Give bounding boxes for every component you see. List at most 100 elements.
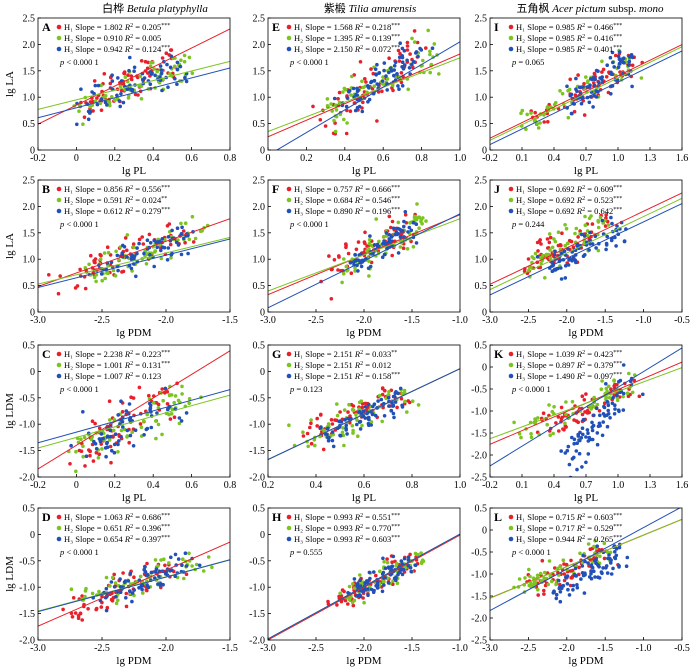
point-K-h2 <box>625 391 630 396</box>
point-E-h2 <box>428 49 432 54</box>
point-E-h3 <box>410 62 414 67</box>
x-axis-label: lg PL <box>574 165 598 177</box>
point-B-h2 <box>100 278 104 283</box>
point-K-h3 <box>600 433 605 438</box>
fit-line-C-h3 <box>38 389 230 444</box>
point-K-h2 <box>519 435 523 440</box>
point-H-h2 <box>419 561 424 565</box>
ytick-label: 1.0 <box>253 93 266 104</box>
point-I-h3 <box>574 76 578 81</box>
point-J-h2 <box>548 248 552 252</box>
point-E-h3 <box>400 55 405 60</box>
point-I-h3 <box>617 61 622 66</box>
point-H-h3 <box>382 583 386 587</box>
point-J-h1 <box>539 242 543 246</box>
point-C-h2 <box>152 401 156 405</box>
point-F-h1 <box>389 225 393 230</box>
point-G-h2 <box>403 399 407 404</box>
point-I-h3 <box>569 111 574 116</box>
point-K-h1 <box>576 420 580 425</box>
point-D-h1 <box>132 575 136 579</box>
point-D-h2 <box>190 564 194 568</box>
panel-letter: L <box>494 510 502 524</box>
point-G-h1 <box>315 416 320 421</box>
panel-G: 0.2 0.4 0.6 0.8 1.0 -2.0 -1.5 -1.0 -0.5 0 0.5 lg PL… <box>249 341 466 505</box>
point-A-h2 <box>126 96 131 100</box>
legend-entry-h2: H₂ Slope = 0.684 R2 = 0.546*** <box>294 195 400 205</box>
point-C-h3 <box>163 386 168 391</box>
point-A-h1 <box>108 81 113 86</box>
point-D-h3 <box>149 570 154 575</box>
point-D-h3 <box>197 563 202 568</box>
ytick-label: 0 <box>260 367 265 378</box>
point-I-h3 <box>627 59 632 64</box>
point-H-h3 <box>375 583 380 587</box>
point-E-h1 <box>411 65 415 70</box>
point-G-h2 <box>354 412 358 417</box>
legend-entry-h1: H₁ Slope = 1.568 R2 = 0.218*** <box>294 22 400 32</box>
point-C-h3 <box>119 434 123 439</box>
point-D-h3 <box>128 571 133 576</box>
ytick-label: 1.0 <box>23 93 36 104</box>
point-A-h1 <box>169 48 174 52</box>
point-E-h3 <box>347 90 351 94</box>
point-K-h3 <box>586 452 591 456</box>
point-E-h3 <box>416 54 420 59</box>
point-L-h3 <box>565 582 570 586</box>
point-D-h3 <box>140 587 144 592</box>
legend-marker-h2 <box>286 35 292 41</box>
point-I-h3 <box>630 84 634 89</box>
point-F-h1 <box>344 242 348 246</box>
fit-line-D-h3 <box>38 559 230 613</box>
point-E-h3 <box>360 109 365 114</box>
ytick-label: -2.0 <box>471 451 487 462</box>
point-C-h2 <box>172 400 176 405</box>
point-K-h1 <box>632 378 637 383</box>
frame-B <box>37 179 231 313</box>
fit-line-I-h3 <box>490 50 682 146</box>
point-K-h1 <box>597 409 602 413</box>
point-A-h3 <box>130 89 135 93</box>
point-E-h3 <box>373 67 378 71</box>
point-G-h1 <box>309 421 313 426</box>
point-L-h1 <box>542 588 546 593</box>
panel-E: 0 0.2 0.4 0.6 0.8 1.0 0 0.5 1.0 1.5 2.0 2.5 lg PL E H₁… <box>253 14 467 178</box>
point-E-h1 <box>336 97 340 101</box>
point-E-h3 <box>344 104 349 109</box>
point-G-h2 <box>405 410 409 414</box>
point-A-h3 <box>148 82 153 86</box>
point-L-h1 <box>562 562 566 566</box>
point-E-h1 <box>399 80 404 85</box>
point-B-h1 <box>168 242 173 247</box>
point-E-h2 <box>381 75 385 79</box>
point-K-h3 <box>611 395 615 400</box>
point-E-h1 <box>358 60 363 64</box>
point-E-h3 <box>403 63 407 67</box>
xtick-label: -1.0 <box>452 643 468 654</box>
point-J-h3 <box>553 249 557 254</box>
point-I-h3 <box>609 72 614 76</box>
p-value: p < 0.000 1 <box>289 57 329 67</box>
point-J-h2 <box>550 245 555 250</box>
point-A-h2 <box>103 94 107 99</box>
p-value: p = 0.065 <box>511 57 544 67</box>
point-B-h1 <box>147 232 152 237</box>
legend-marker-h2 <box>56 35 62 41</box>
point-B-h3 <box>135 251 139 256</box>
point-F-h2 <box>412 214 417 219</box>
point-I-h1 <box>582 82 586 86</box>
point-K-h2 <box>590 403 594 408</box>
point-I-h3 <box>591 105 595 109</box>
point-L-h2 <box>538 571 543 576</box>
point-J-h2 <box>541 253 545 258</box>
points-L <box>512 538 630 604</box>
point-A-h3 <box>93 83 98 88</box>
ytick-label: 1.5 <box>253 228 266 239</box>
point-G-h1 <box>308 425 312 430</box>
xtick-label: -1.0 <box>452 315 468 326</box>
scatter-panels: -0.2 0 0.2 0.4 0.6 0.800.51.01.52.02.5lg PLlg… <box>4 14 690 668</box>
point-A-h3 <box>184 79 189 84</box>
point-J-h3 <box>568 257 572 262</box>
point-F-h1 <box>362 240 367 244</box>
point-K-h2 <box>570 399 575 404</box>
